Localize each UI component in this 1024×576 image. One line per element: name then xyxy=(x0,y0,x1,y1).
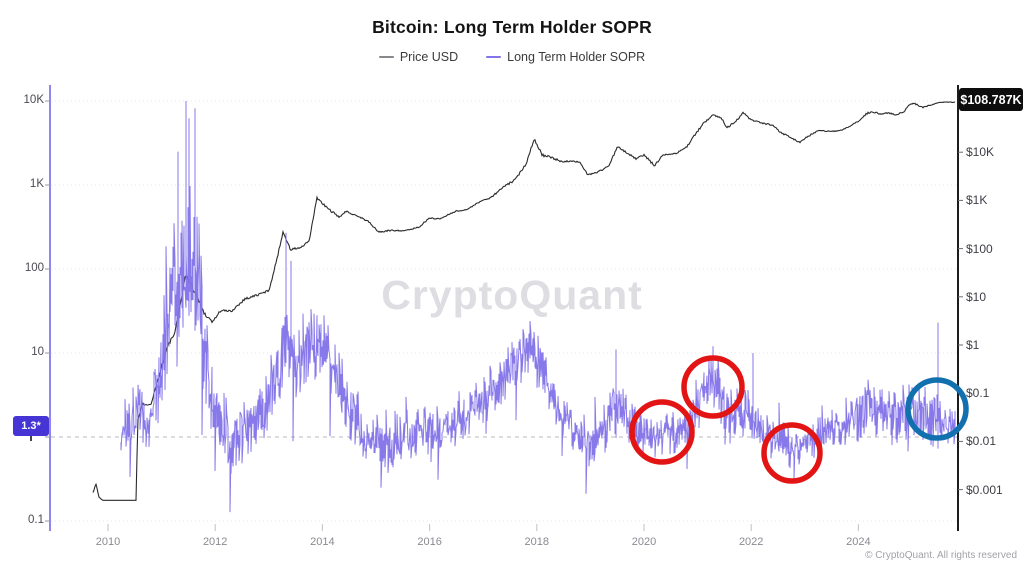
price-last-value-badge: $108.787K xyxy=(959,88,1023,111)
legend-item-lth-sopr[interactable]: Long Term Holder SOPR xyxy=(486,50,645,64)
legend-item-price-usd[interactable]: Price USD xyxy=(378,50,459,64)
legend-label-price-usd: Price USD xyxy=(399,50,459,64)
chart-title: Bitcoin: Long Term Holder SOPR xyxy=(372,17,652,37)
sopr-baseline-tick xyxy=(30,436,32,441)
copyright-text: © CryptoQuant. All rights reserved xyxy=(865,550,1017,561)
price-line-swatch-icon xyxy=(378,56,394,58)
sopr-current-value-badge: 1.3* xyxy=(13,416,49,436)
cryptoquant-watermark: CryptoQuant xyxy=(381,272,643,318)
legend-label-lth-sopr: Long Term Holder SOPR xyxy=(507,50,646,64)
sopr-line-swatch-icon xyxy=(486,56,502,58)
legend: Price USD Long Term Holder SOPR xyxy=(0,50,1024,64)
